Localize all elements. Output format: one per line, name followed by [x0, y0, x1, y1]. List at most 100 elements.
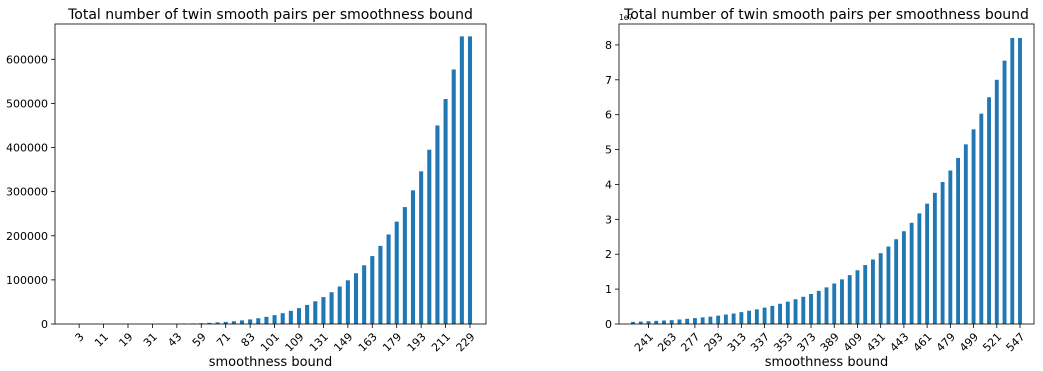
- bar-439: [894, 239, 899, 324]
- bar-89: [256, 318, 261, 324]
- bar-223: [451, 69, 456, 324]
- bar-383: [824, 287, 829, 324]
- x-tick-label: 443: [887, 330, 911, 354]
- bar-283: [708, 316, 713, 324]
- x-axis-label: smoothness bound: [209, 355, 333, 370]
- x-tick-label: 521: [980, 330, 1004, 354]
- axes-frame: [618, 23, 1035, 325]
- bar-449: [909, 222, 914, 324]
- x-tick-label: 293: [702, 330, 726, 354]
- bar-127: [313, 301, 318, 324]
- y-tick-label: 300000: [6, 186, 48, 199]
- bar-107: [288, 310, 293, 324]
- bar-503: [979, 113, 984, 325]
- bar-257: [662, 320, 666, 324]
- bar-181: [402, 207, 407, 324]
- bar-139: [337, 286, 342, 324]
- bar-263: [669, 320, 674, 324]
- x-tick-label: 353: [771, 330, 795, 354]
- bar-509: [987, 97, 991, 324]
- bar-103: [280, 313, 285, 324]
- bar-163: [370, 256, 375, 324]
- bar-547: [1018, 37, 1022, 324]
- bar-409: [855, 270, 860, 324]
- x-tick-label: 499: [957, 330, 981, 354]
- x-tick-label: 313: [725, 330, 749, 354]
- bar-137: [329, 292, 334, 324]
- bar-233: [631, 321, 635, 324]
- y-tick-label: 400000: [6, 142, 48, 155]
- bar-541: [1010, 37, 1015, 324]
- bar-349: [778, 303, 782, 324]
- bar-61: [207, 322, 212, 324]
- y-tick-label: 7: [605, 74, 612, 87]
- bar-397: [840, 279, 844, 324]
- bar-211: [443, 99, 448, 324]
- bar-83: [248, 319, 253, 324]
- bar-347: [770, 305, 775, 324]
- bar-487: [956, 157, 961, 324]
- chart-title: Total number of twin smooth pairs per sm…: [67, 7, 473, 23]
- bar-431: [878, 253, 883, 324]
- y-tick-label: 0: [605, 318, 612, 331]
- bar-227: [459, 36, 464, 324]
- bar-367: [801, 296, 806, 324]
- y-tick-label: 1: [605, 283, 612, 296]
- y-tick-label: 200000: [6, 230, 48, 243]
- bar-331: [754, 309, 759, 324]
- bar-71: [223, 321, 228, 324]
- bar-173: [386, 234, 391, 324]
- bar-151: [353, 273, 359, 324]
- bar-401: [847, 275, 852, 324]
- bar-73: [231, 321, 236, 324]
- y-tick-label: 100000: [6, 274, 48, 287]
- bar-463: [932, 192, 937, 324]
- axes-frame: [54, 23, 487, 325]
- bar-113: [305, 304, 310, 324]
- bar-433: [886, 246, 891, 324]
- bar-191: [410, 190, 416, 324]
- x-tick-label: 373: [795, 330, 819, 354]
- bar-307: [723, 314, 728, 324]
- bar-353: [785, 301, 790, 324]
- x-tick-label: 409: [841, 330, 865, 354]
- bar-167: [378, 245, 383, 324]
- x-tick-label: 263: [655, 330, 679, 354]
- bar-359: [793, 299, 798, 324]
- y-tick-label: 4: [605, 178, 612, 191]
- bar-97: [264, 316, 269, 324]
- bar-373: [809, 294, 813, 324]
- bar-149: [345, 280, 350, 324]
- bar-229: [467, 36, 473, 324]
- y-tick-label: 3: [605, 213, 612, 226]
- y-tick-label: 6: [605, 109, 612, 122]
- bar-491: [963, 144, 968, 324]
- bar-467: [940, 182, 945, 324]
- x-tick-label: 479: [934, 330, 958, 354]
- bar-421: [871, 259, 875, 324]
- y-tick-label: 8: [605, 39, 612, 52]
- bar-281: [700, 317, 705, 324]
- y-scale-offset-label: 1e7: [619, 13, 633, 22]
- bar-241: [646, 321, 651, 324]
- bar-269: [677, 319, 682, 324]
- bar-193: [419, 171, 424, 324]
- bar-461: [925, 203, 930, 324]
- bar-317: [747, 310, 752, 324]
- x-axis-label: smoothness bound: [765, 355, 889, 370]
- bar-157: [362, 265, 367, 324]
- x-tick-label: 241: [632, 330, 656, 354]
- bar-443: [901, 231, 906, 324]
- bar-389: [832, 283, 837, 324]
- bar-457: [917, 213, 922, 324]
- y-tick-label: 2: [605, 248, 612, 261]
- bar-79: [239, 320, 245, 324]
- bar-521: [994, 79, 999, 324]
- x-tick-label: 547: [1004, 330, 1028, 354]
- bar-197: [427, 149, 432, 324]
- bar-109: [296, 308, 302, 324]
- bar-251: [654, 320, 659, 324]
